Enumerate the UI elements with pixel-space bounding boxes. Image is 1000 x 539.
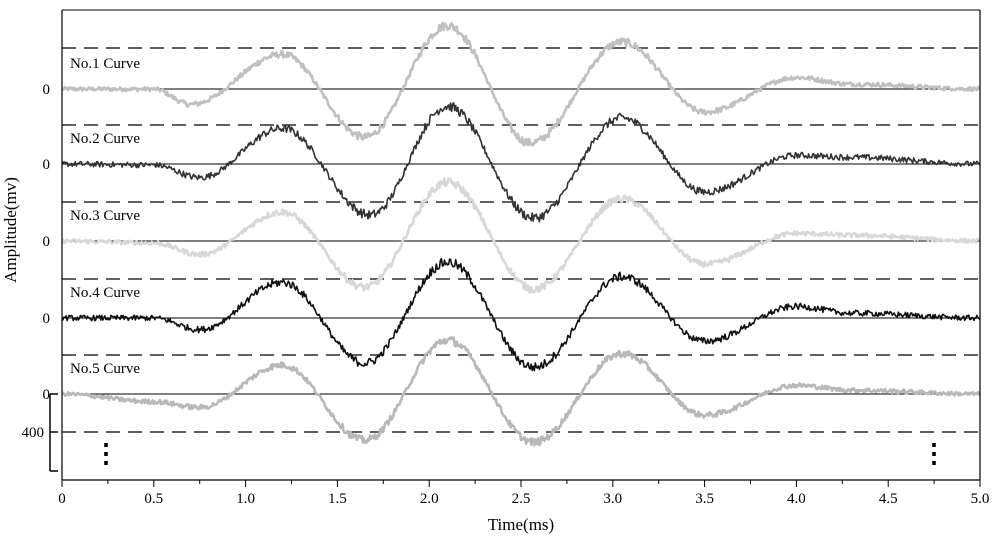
baseline-zero-label-5: 0 — [43, 387, 51, 403]
ellipsis-dots-2: ⋮ — [921, 439, 947, 468]
x-tick-label-8: 4.0 — [787, 491, 806, 507]
y-axis-label: Amplitude(mv) — [1, 177, 20, 283]
labels: No.1 Curve 0 No.2 Curve 0 No.3 Curve 0 No.4 Cu… — [22, 56, 990, 507]
x-tick-label-1: 0.5 — [144, 491, 163, 507]
x-tick-label-4: 2.0 — [420, 491, 439, 507]
curve-label-3: No.3 Curve — [70, 208, 140, 224]
baseline-zero-label-4: 0 — [43, 311, 51, 327]
curve-label-5: No.5 Curve — [70, 361, 140, 377]
x-tick-label-2: 1.0 — [236, 491, 255, 507]
curve-2 — [62, 103, 980, 222]
x-tick-label-5: 2.5 — [512, 491, 531, 507]
scale-bar-label: 400 — [22, 425, 45, 441]
baseline-zero-label-1: 0 — [43, 82, 51, 98]
x-tick-label-0: 0 — [58, 491, 66, 507]
x-tick-label-9: 4.5 — [879, 491, 898, 507]
curve-5 — [62, 337, 980, 445]
gridlines — [62, 10, 980, 432]
x-tick-label-3: 1.5 — [328, 491, 347, 507]
baseline-zero-label-3: 0 — [43, 234, 51, 250]
curve-4 — [62, 259, 980, 371]
curve-label-4: No.4 Curve — [70, 285, 140, 301]
baseline-zero-label-2: 0 — [43, 157, 51, 173]
x-tick-label-6: 3.0 — [603, 491, 622, 507]
x-axis-label: Time(ms) — [488, 515, 554, 534]
curve-3 — [62, 178, 980, 292]
curves — [62, 23, 980, 445]
plot-frame — [50, 10, 980, 487]
x-tick-label-7: 3.5 — [695, 491, 714, 507]
ellipsis-dots-1: ⋮ — [93, 439, 119, 468]
x-tick-label-10: 5.0 — [971, 491, 990, 507]
curve-label-2: No.2 Curve — [70, 131, 140, 147]
curve-label-1: No.1 Curve — [70, 56, 140, 72]
curve-1 — [62, 23, 980, 146]
